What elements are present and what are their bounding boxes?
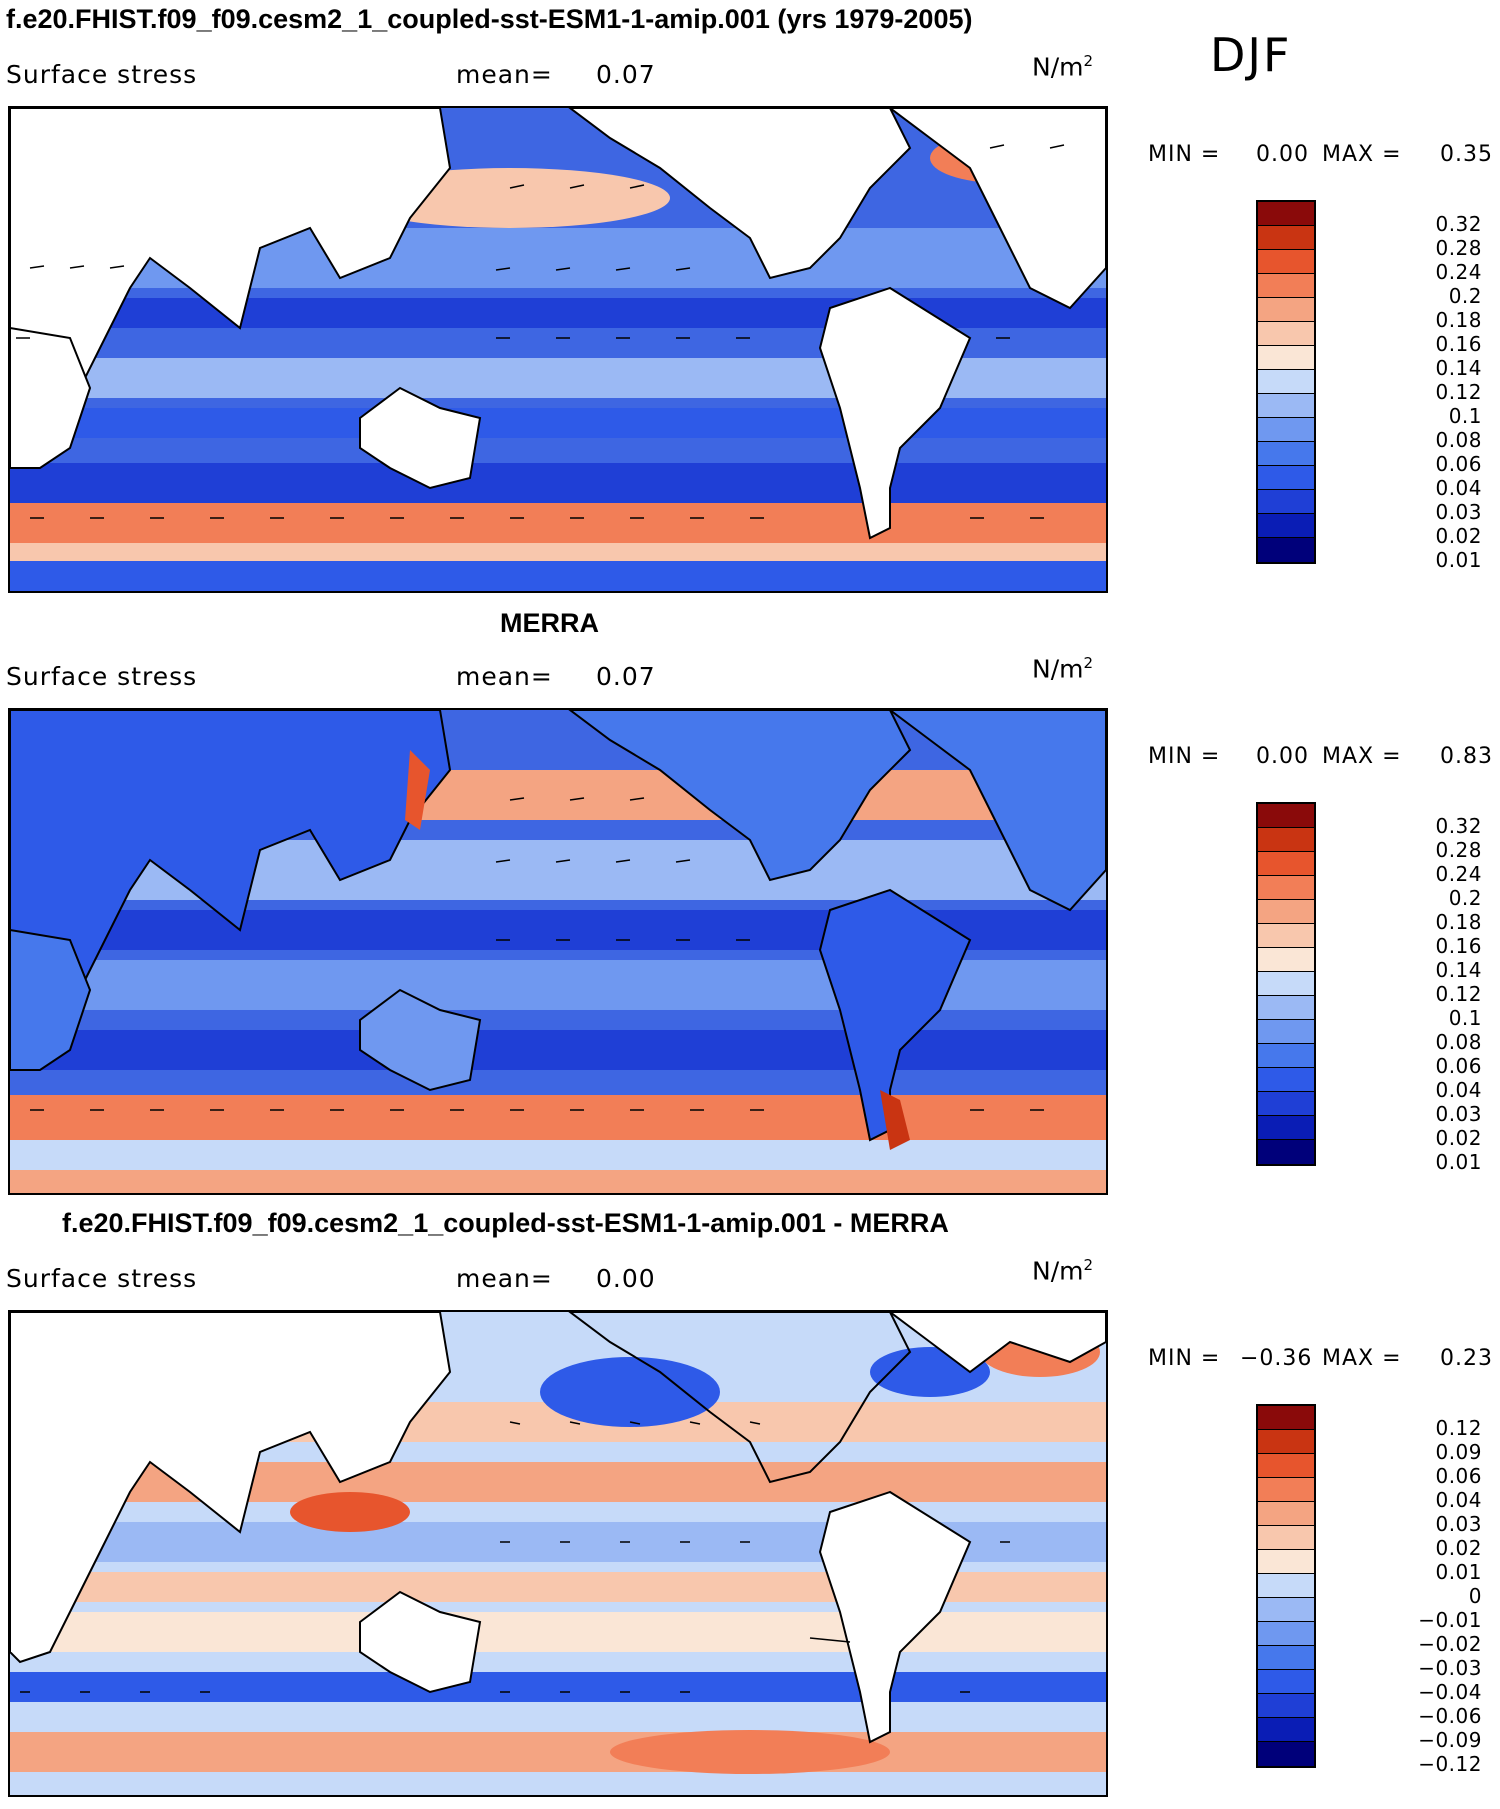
min-label: MIN = <box>1148 1346 1221 1371</box>
colorbar-label: 0.18 <box>1435 910 1482 934</box>
colorbar-difference <box>1256 1404 1316 1768</box>
colorbar-label: 0.04 <box>1435 476 1482 500</box>
colorbar-label: 0.28 <box>1435 838 1482 862</box>
colorbar-label: −0.03 <box>1418 1656 1482 1680</box>
colorbar-label: −0.02 <box>1418 1632 1482 1656</box>
colorbar-label: 0.24 <box>1435 862 1482 886</box>
colorbar-label: −0.06 <box>1418 1704 1482 1728</box>
colorbar-label: 0.12 <box>1435 982 1482 1006</box>
mean-label: mean= <box>456 1264 553 1293</box>
min-value: 0.00 <box>1256 142 1309 167</box>
wind-vectors <box>30 797 1044 1111</box>
colorbar-label: 0.08 <box>1435 428 1482 452</box>
colorbar-label: 0.16 <box>1435 934 1482 958</box>
mean-value: 0.07 <box>596 662 656 691</box>
units-label: N/m2 <box>1032 52 1094 82</box>
season-label: DJF <box>1210 28 1292 82</box>
mean-value: 0.07 <box>596 60 656 89</box>
colorbar-merra <box>1256 802 1316 1166</box>
min-value: 0.00 <box>1256 744 1309 769</box>
max-value: 0.83 <box>1440 744 1493 769</box>
colorbar-label: 0.06 <box>1435 1054 1482 1078</box>
max-label: MAX = <box>1322 1346 1402 1371</box>
colorbar-label: 0.2 <box>1448 886 1482 910</box>
colorbar-label: 0.14 <box>1435 958 1482 982</box>
colorbar-label: 0.03 <box>1435 1512 1482 1536</box>
colorbar-label: 0.32 <box>1435 212 1482 236</box>
map-model <box>8 106 1108 593</box>
colorbar-label: 0.04 <box>1435 1078 1482 1102</box>
colorbar-label: 0.08 <box>1435 1030 1482 1054</box>
wind-vectors <box>16 144 1065 519</box>
colorbar-model <box>1256 200 1316 564</box>
colorbar-label: −0.12 <box>1418 1752 1482 1776</box>
colorbar-label: 0.06 <box>1435 1464 1482 1488</box>
map-difference <box>8 1310 1108 1797</box>
colorbar-label: 0.01 <box>1435 1150 1482 1174</box>
colorbar-label: 0.06 <box>1435 452 1482 476</box>
colorbar-label: 0.02 <box>1435 524 1482 548</box>
colorbar-label: 0.12 <box>1435 380 1482 404</box>
colorbar-label: 0.12 <box>1435 1416 1482 1440</box>
units-label: N/m2 <box>1032 1256 1094 1286</box>
colorbar-label: −0.09 <box>1418 1728 1482 1752</box>
max-label: MAX = <box>1322 142 1402 167</box>
variable-label: Surface stress <box>6 60 198 89</box>
map-merra <box>8 708 1108 1195</box>
map-svg <box>10 710 1106 1193</box>
colorbar-label: 0.03 <box>1435 500 1482 524</box>
mean-value: 0.00 <box>596 1264 656 1293</box>
colorbar-label: 0.14 <box>1435 356 1482 380</box>
colorbar-label: 0.32 <box>1435 814 1482 838</box>
colorbar-label: 0.03 <box>1435 1102 1482 1126</box>
max-value: 0.23 <box>1440 1346 1493 1371</box>
colorbar-label: 0.24 <box>1435 260 1482 284</box>
colorbar-label: 0.02 <box>1435 1536 1482 1560</box>
variable-label: Surface stress <box>6 1264 198 1293</box>
colorbar-label: 0.04 <box>1435 1488 1482 1512</box>
colorbar-label: 0.1 <box>1448 404 1482 428</box>
colorbar-label: 0.02 <box>1435 1126 1482 1150</box>
colorbar-label: 0.01 <box>1435 548 1482 572</box>
colorbar-label: 0.18 <box>1435 308 1482 332</box>
mean-label: mean= <box>456 60 553 89</box>
panel-title: f.e20.FHIST.f09_f09.cesm2_1_coupled-sst-… <box>6 4 973 34</box>
max-label: MAX = <box>1322 744 1402 769</box>
colorbar-label: −0.01 <box>1418 1608 1482 1632</box>
colorbar-label: 0.01 <box>1435 1560 1482 1584</box>
variable-label: Surface stress <box>6 662 198 691</box>
map-svg <box>10 1312 1106 1795</box>
units-label: N/m2 <box>1032 654 1094 684</box>
max-value: 0.35 <box>1440 142 1493 167</box>
map-svg <box>10 108 1106 591</box>
min-label: MIN = <box>1148 744 1221 769</box>
colorbar-label: −0.04 <box>1418 1680 1482 1704</box>
panel-title: f.e20.FHIST.f09_f09.cesm2_1_coupled-sst-… <box>62 1208 949 1238</box>
colorbar-label: 0.2 <box>1448 284 1482 308</box>
colorbar-label: 0 <box>1468 1584 1482 1608</box>
colorbar-label: 0.09 <box>1435 1440 1482 1464</box>
wind-vectors <box>20 1421 1010 1693</box>
min-label: MIN = <box>1148 142 1221 167</box>
colorbar-label: 0.28 <box>1435 236 1482 260</box>
mean-label: mean= <box>456 662 553 691</box>
colorbar-label: 0.16 <box>1435 332 1482 356</box>
panel-title: MERRA <box>500 608 599 638</box>
min-value: −0.36 <box>1240 1346 1313 1371</box>
colorbar-label: 0.1 <box>1448 1006 1482 1030</box>
